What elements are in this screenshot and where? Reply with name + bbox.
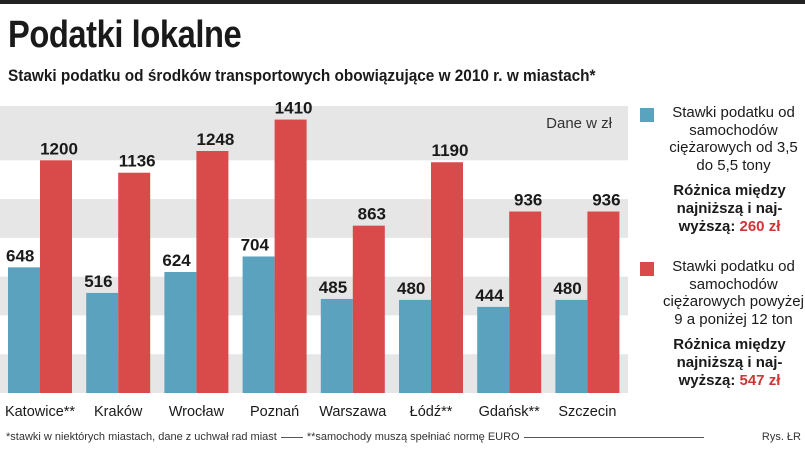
bar-chart: Dane w zł 648 1200 Katowice** 516 1136 Kraków 6… [0,100,628,420]
bar [8,267,40,393]
difference-value-series-2: 547 zł [739,372,781,389]
legend-item-series-2: Stawki podatku od samochodów ciężarowych… [640,258,805,328]
legend-item-series-1: Stawki podatku od samochodów ciężarowych… [640,104,805,174]
legend-swatch-series-1 [640,108,654,122]
bar [196,150,229,393]
top-rule [0,0,805,4]
data-label: 1190 [432,141,469,160]
difference-label-series-2: Różnica między najniższą i naj-wyższą: [673,336,786,389]
bar [509,211,542,393]
data-label: 444 [475,286,504,305]
data-label: 485 [319,278,347,297]
legend-label-series-2: Stawki podatku od samochodów ciężarowych… [663,258,804,328]
footnotes: *stawki w niektórych miastach, dane z uc… [6,431,708,443]
legend-series-2: Stawki podatku od samochodów ciężarowych… [640,258,805,390]
difference-note-series-1: Różnica między najniższą i naj-wyższą: 2… [640,182,805,236]
category-label: Warszawa [319,404,387,420]
category-label: Poznań [250,404,299,420]
footnote-divider [523,436,704,438]
chart-subtitle: Stawki podatku od środków transportowych… [8,67,596,85]
data-label: 704 [241,235,270,254]
data-label: 624 [162,251,191,270]
bar [274,119,307,393]
page-title: Podatki lokalne [8,14,242,56]
bar [555,299,588,393]
difference-value-series-1: 260 zł [739,218,781,235]
grid-band [0,106,628,161]
bar [352,225,385,393]
bar [164,271,197,393]
bar [40,160,72,393]
bar [477,306,510,393]
data-label: 1248 [196,130,234,149]
category-label: Szczecin [558,404,616,420]
data-label: 1410 [275,100,313,118]
legend-label-series-1: Stawki podatku od samochodów ciężarowych… [669,104,798,174]
unit-note: Dane w zł [546,115,613,132]
data-label: 480 [553,279,581,298]
legend-series-1: Stawki podatku od samochodów ciężarowych… [640,104,805,236]
bar [86,292,119,393]
credit: Rys. ŁR [761,431,801,443]
data-label: 936 [592,190,620,209]
bar [242,256,275,393]
bar [399,299,431,393]
data-label: 936 [514,190,542,209]
bar [587,211,620,393]
category-label: Gdańsk** [479,404,541,420]
difference-note-series-2: Różnica między najniższą i naj-wyższą: 5… [640,336,805,390]
category-label: Łódź** [410,404,453,420]
bar [118,172,151,393]
data-label: 863 [358,205,386,224]
data-label: 1200 [40,139,78,158]
category-label: Kraków [94,404,143,420]
category-label: Wrocław [169,404,225,420]
difference-label-series-1: Różnica między najniższą i naj-wyższą: [673,182,786,235]
footnote-1: *stawki w niektórych miastach, dane z uc… [6,431,277,443]
data-label: 648 [6,246,34,265]
legend-swatch-series-2 [640,262,654,276]
category-label: Katowice** [5,404,75,420]
footnote-divider [280,436,303,438]
data-label: 480 [397,279,425,298]
bar [320,298,353,393]
data-label: 1136 [119,152,156,171]
data-label: 516 [84,272,112,291]
footnote-2: **samochody muszą spełniać normę EURO [306,431,520,443]
bar [431,162,463,393]
